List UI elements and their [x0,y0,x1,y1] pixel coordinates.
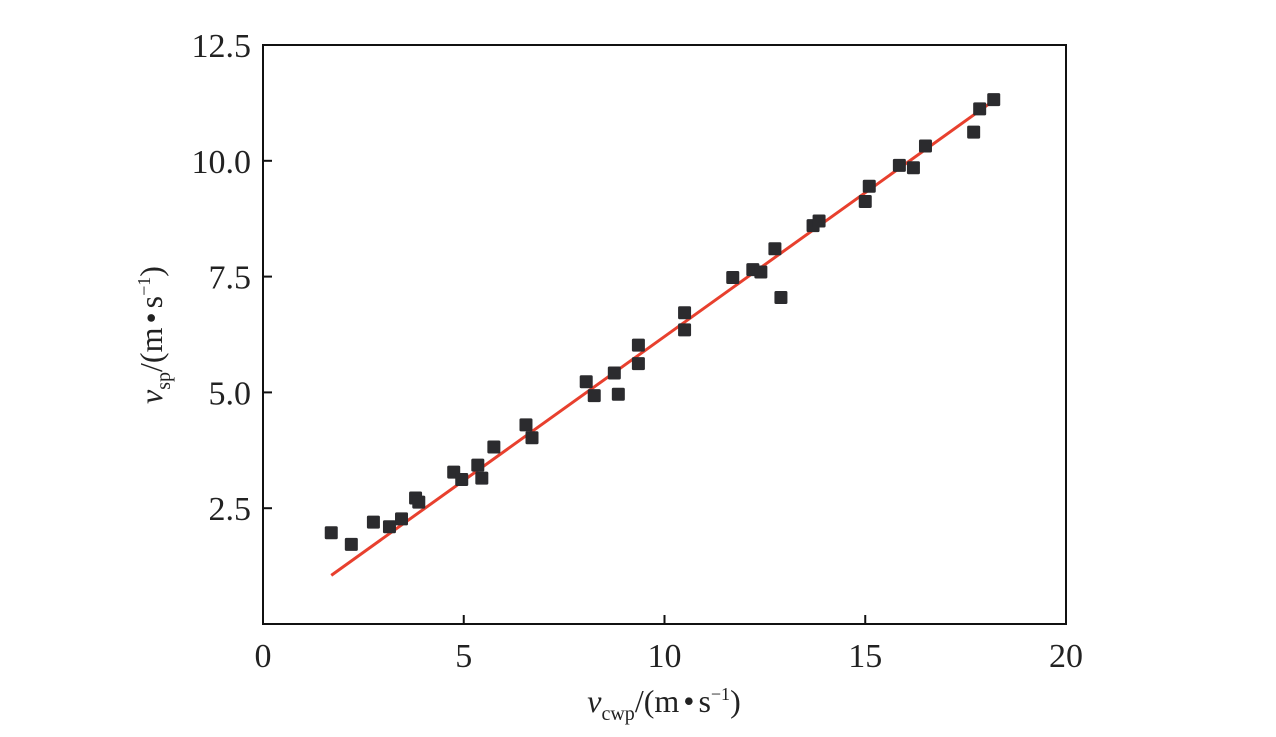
data-point [412,495,426,509]
data-point [678,323,692,337]
data-point [862,179,876,193]
data-point [525,431,539,445]
data-point [611,387,625,401]
x-axis-title: vcwp/(m • s−1) [587,683,740,725]
x-tick-label: 15 [848,638,882,675]
data-point [324,526,338,540]
data-point [366,515,380,529]
data-point [892,158,906,172]
y-axis: 2.5 5.0 7.5 10.0 12.5 [192,28,272,528]
data-point [918,139,932,153]
data-point [967,125,981,139]
data-point [754,265,768,279]
fit-line [330,99,995,577]
data-point [344,537,358,551]
data-point [678,306,692,320]
data-point [774,290,788,304]
data-point [631,357,645,371]
data-point [987,93,1001,107]
data-point [382,520,396,534]
data-point [973,102,987,116]
data-point [768,242,782,256]
data-point [858,195,872,209]
y-tick-label: 12.5 [192,28,252,65]
x-tick-label: 0 [255,638,272,675]
x-tick-label: 5 [455,638,472,675]
data-point [579,375,593,389]
fit-line-group [330,99,995,577]
data-point [631,338,645,352]
y-tick-label: 5.0 [209,375,252,412]
x-tick-label: 20 [1049,638,1083,675]
data-point [471,458,485,472]
data-point [812,214,826,228]
data-point [587,389,601,403]
data-point [906,161,920,175]
data-point [607,366,621,380]
data-point [395,512,409,526]
data-point [726,271,740,285]
x-tick-label: 10 [648,638,682,675]
x-axis: 0 5 10 15 20 [255,615,1083,675]
data-point [487,440,501,454]
y-tick-label: 10.0 [192,144,252,181]
data-points [324,93,1001,551]
y-tick-label: 7.5 [209,260,252,297]
y-axis-title: vsp/(m•s−1) [133,266,175,404]
y-tick-label: 2.5 [209,491,252,528]
data-point [455,472,469,486]
data-point [475,471,489,485]
data-point [519,418,533,432]
